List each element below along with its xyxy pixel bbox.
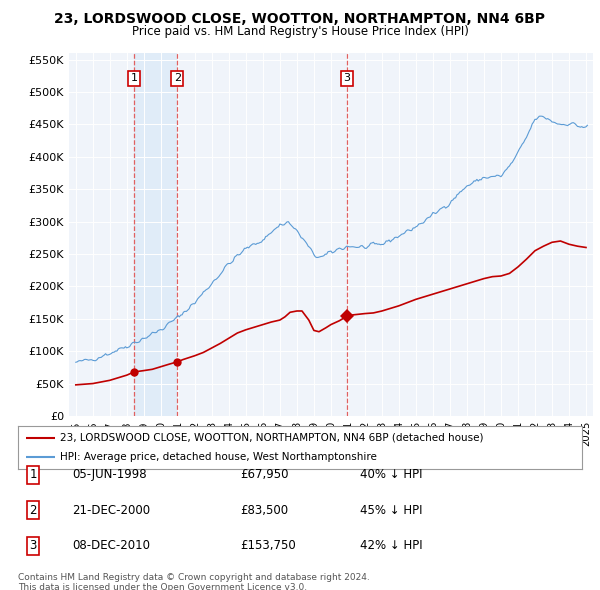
Text: This data is licensed under the Open Government Licence v3.0.: This data is licensed under the Open Gov… [18, 583, 307, 590]
Text: 42% ↓ HPI: 42% ↓ HPI [360, 539, 422, 552]
Text: 05-JUN-1998: 05-JUN-1998 [72, 468, 146, 481]
Text: 1: 1 [29, 468, 37, 481]
Text: £153,750: £153,750 [240, 539, 296, 552]
Text: Price paid vs. HM Land Registry's House Price Index (HPI): Price paid vs. HM Land Registry's House … [131, 25, 469, 38]
Text: 3: 3 [343, 74, 350, 84]
Text: 40% ↓ HPI: 40% ↓ HPI [360, 468, 422, 481]
Text: £83,500: £83,500 [240, 504, 288, 517]
Text: 1: 1 [131, 74, 137, 84]
Text: 3: 3 [29, 539, 37, 552]
Text: Contains HM Land Registry data © Crown copyright and database right 2024.: Contains HM Land Registry data © Crown c… [18, 573, 370, 582]
Text: 2: 2 [174, 74, 181, 84]
Text: HPI: Average price, detached house, West Northamptonshire: HPI: Average price, detached house, West… [60, 453, 377, 463]
Text: 21-DEC-2000: 21-DEC-2000 [72, 504, 150, 517]
Text: 08-DEC-2010: 08-DEC-2010 [72, 539, 150, 552]
Bar [134, 53, 178, 416]
Text: 23, LORDSWOOD CLOSE, WOOTTON, NORTHAMPTON, NN4 6BP: 23, LORDSWOOD CLOSE, WOOTTON, NORTHAMPTO… [55, 12, 545, 26]
Text: 45% ↓ HPI: 45% ↓ HPI [360, 504, 422, 517]
Text: 2: 2 [29, 504, 37, 517]
Text: £67,950: £67,950 [240, 468, 289, 481]
Text: 23, LORDSWOOD CLOSE, WOOTTON, NORTHAMPTON, NN4 6BP (detached house): 23, LORDSWOOD CLOSE, WOOTTON, NORTHAMPTO… [60, 432, 484, 442]
